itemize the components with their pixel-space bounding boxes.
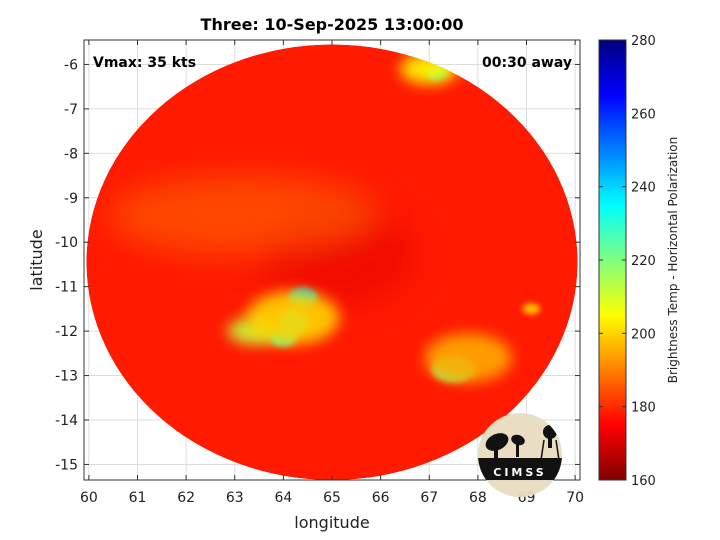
x-tick-label: 62 [177,490,195,506]
x-tick-label: 66 [372,490,390,506]
y-axis: -6 -7 -8 -9 -10 -11 -12 -13 -14 -15 [55,57,580,473]
x-axis-label: longitude [294,513,369,532]
y-tick-label: -8 [64,146,78,162]
colorbar-tick-label: 280 [631,34,656,49]
y-axis-label: latitude [27,229,46,290]
colorbar-tick-label: 160 [631,474,656,489]
x-tick-label: 67 [420,490,438,506]
colorbar [598,39,627,481]
colorbar-ticks: 160 180 200 220 240 260 280 [599,34,656,489]
colorbar-tick-label: 200 [631,327,656,342]
colorbar-tick-label: 220 [631,254,656,269]
feature-east-cells-halo [424,333,512,383]
colorbar-tick-label: 260 [631,107,656,122]
y-tick-label: -6 [64,57,78,73]
vmax-annotation: Vmax: 35 kts [93,55,196,71]
y-tick-label: -13 [55,369,78,385]
feature-east-speck [522,303,541,315]
y-tick-label: -7 [64,102,78,118]
brightness-features [108,53,541,383]
colorbar-label: Brightness Temp - Horizontal Polarizatio… [666,137,680,384]
x-tick-label: 68 [469,490,487,506]
x-tick-label: 65 [323,490,341,506]
feature-rainband-halo [246,291,340,345]
y-tick-label: -14 [55,413,78,429]
feature-banding [108,175,381,256]
x-axis: 60 61 62 63 64 65 66 67 68 69 70 [80,40,584,506]
y-tick-label: -15 [55,457,78,473]
y-tick-label: -11 [55,280,78,296]
cimss-logo: CIMSS [478,413,562,497]
colorbar-tick-label: 180 [631,401,656,416]
x-tick-label: 63 [226,490,244,506]
x-tick-label: 64 [274,490,292,506]
y-tick-label: -9 [64,191,78,207]
x-tick-label: 70 [566,490,584,506]
logo-text: CIMSS [493,466,546,479]
x-tick-label: 60 [80,490,98,506]
chart-title: Three: 10-Sep-2025 13:00:00 [201,15,464,34]
time-away-annotation: 00:30 away [482,55,572,71]
y-tick-label: -12 [55,324,78,340]
x-tick-label: 61 [129,490,147,506]
y-tick-label: -10 [55,235,78,251]
colorbar-tick-label: 240 [631,181,656,196]
